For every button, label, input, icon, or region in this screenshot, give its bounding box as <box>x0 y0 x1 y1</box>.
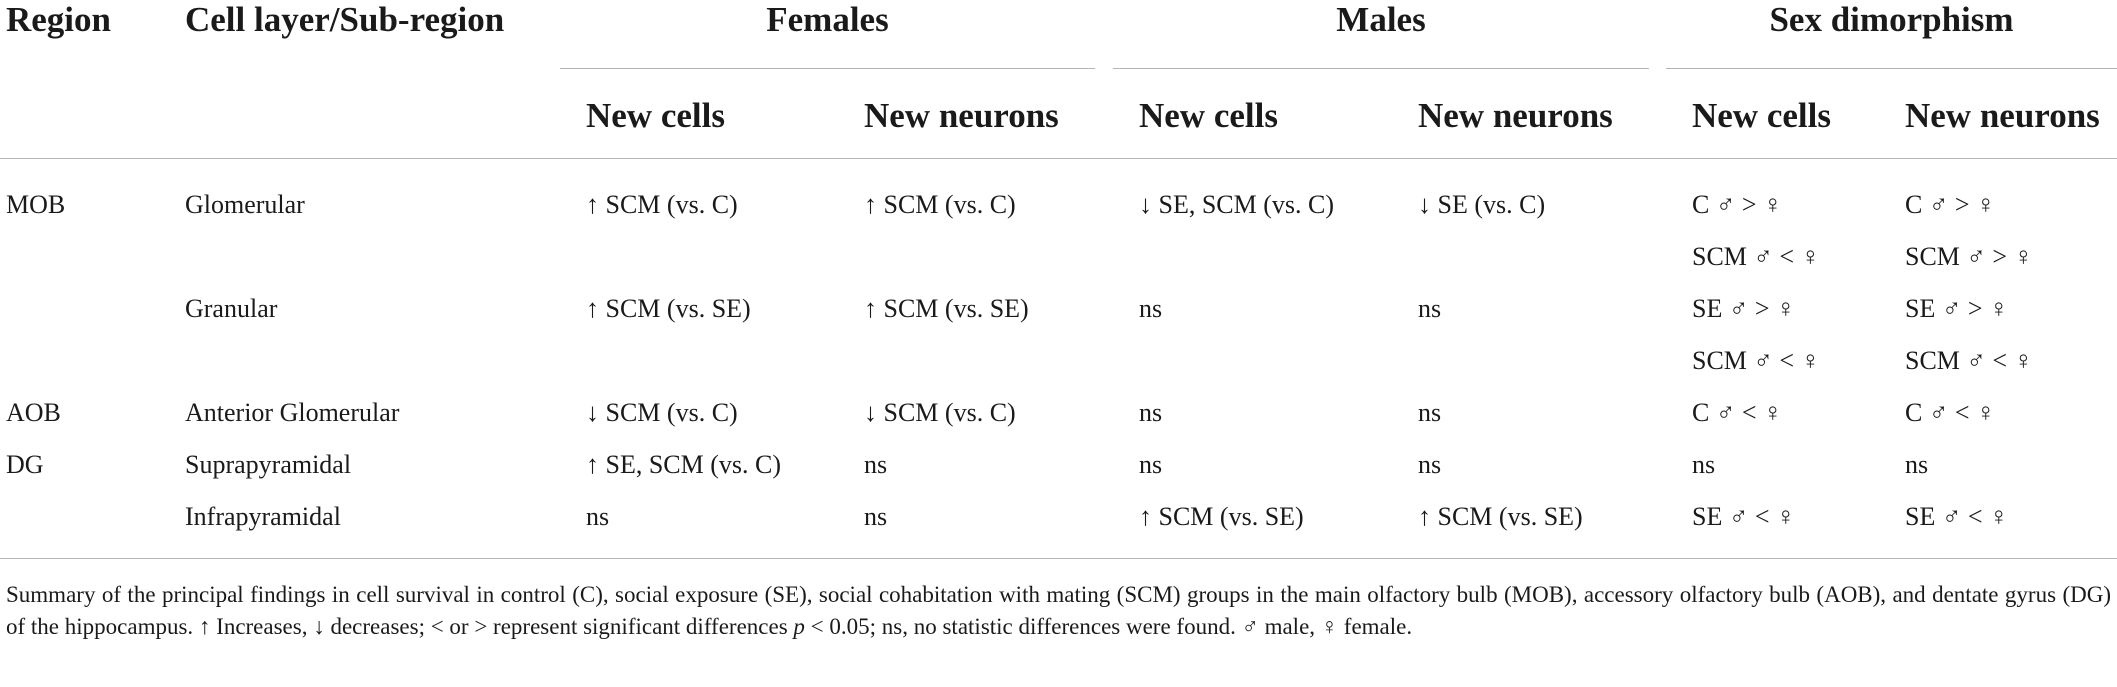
header-females-new-neurons: New neurons <box>864 96 1059 135</box>
header-males-new-cells: New cells <box>1139 96 1278 135</box>
header-rule <box>0 158 2117 159</box>
row-5-males-new-neurons: ns <box>1418 398 1442 427</box>
row-1-females-new-neurons: ↑ SCM (vs. C) <box>864 190 1016 219</box>
row-7-females-new-neurons: ns <box>864 502 888 531</box>
row-6-males-new-neurons: ns <box>1418 450 1442 479</box>
row-1-females-new-cells: ↑ SCM (vs. C) <box>586 190 738 219</box>
footnote-p-symbol: p <box>793 614 805 639</box>
row-6-females-new-cells: ↑ SE, SCM (vs. C) <box>586 450 782 479</box>
header-cell-layer: Cell layer/Sub-region <box>185 0 505 39</box>
females-rule <box>560 68 1095 69</box>
row-6-sd-new-cells: ns <box>1692 450 1716 479</box>
row-7-males-new-cells: ↑ SCM (vs. SE) <box>1139 502 1304 531</box>
row-6-males-new-cells: ns <box>1139 450 1163 479</box>
footnote-text-part1: Summary of the principal findings in cel… <box>6 582 2111 639</box>
row-5-males-new-cells: ns <box>1139 398 1163 427</box>
header-region: Region <box>6 0 111 39</box>
row-1-sd-new-neurons: C ♂ > ♀ <box>1905 190 1996 219</box>
header-males-new-neurons: New neurons <box>1418 96 1613 135</box>
row-3-males-new-cells: ns <box>1139 294 1163 323</box>
row-6-layer: Suprapyramidal <box>185 450 352 479</box>
row-3-sd-new-cells: SE ♂ > ♀ <box>1692 294 1796 323</box>
row-7-sd-new-cells: SE ♂ < ♀ <box>1692 502 1796 531</box>
row-6-sd-new-neurons: ns <box>1905 450 1929 479</box>
row-3-females-new-cells: ↑ SCM (vs. SE) <box>586 294 751 323</box>
row-1-males-new-cells: ↓ SE, SCM (vs. C) <box>1139 190 1335 219</box>
row-7-layer: Infrapyramidal <box>185 502 341 531</box>
footnote-text-part2: < 0.05; ns, no statistic differences wer… <box>804 614 1413 639</box>
header-females-new-cells: New cells <box>586 96 725 135</box>
header-males: Males <box>1336 0 1426 39</box>
row-7-males-new-neurons: ↑ SCM (vs. SE) <box>1418 502 1583 531</box>
row-4-sd-new-cells: SCM ♂ < ♀ <box>1692 346 1821 375</box>
row-1-layer: Glomerular <box>185 190 305 219</box>
row-1-males-new-neurons: ↓ SE (vs. C) <box>1418 190 1546 219</box>
table-bottom-rule <box>0 558 2117 559</box>
row-4-sd-new-neurons: SCM ♂ < ♀ <box>1905 346 2034 375</box>
header-females: Females <box>766 0 889 39</box>
row-3-females-new-neurons: ↑ SCM (vs. SE) <box>864 294 1029 323</box>
row-5-sd-new-neurons: C ♂ < ♀ <box>1905 398 1996 427</box>
males-rule <box>1113 68 1649 69</box>
row-3-layer: Granular <box>185 294 278 323</box>
row-5-females-new-neurons: ↓ SCM (vs. C) <box>864 398 1016 427</box>
sex-dimorphism-rule <box>1666 68 2117 69</box>
row-6-region: DG <box>6 450 44 479</box>
row-1-region: MOB <box>6 190 66 219</box>
header-sd-new-neurons: New neurons <box>1905 96 2100 135</box>
row-5-sd-new-cells: C ♂ < ♀ <box>1692 398 1783 427</box>
row-5-females-new-cells: ↓ SCM (vs. C) <box>586 398 738 427</box>
row-5-layer: Anterior Glomerular <box>185 398 400 427</box>
row-3-males-new-neurons: ns <box>1418 294 1442 323</box>
row-2-sd-new-neurons: SCM ♂ > ♀ <box>1905 242 2034 271</box>
header-sd-new-cells: New cells <box>1692 96 1831 135</box>
table-footnote: Summary of the principal findings in cel… <box>6 579 2111 643</box>
row-7-females-new-cells: ns <box>586 502 610 531</box>
row-5-region: AOB <box>6 398 61 427</box>
header-sex-dimorphism: Sex dimorphism <box>1769 0 2014 39</box>
row-1-sd-new-cells: C ♂ > ♀ <box>1692 190 1783 219</box>
row-3-sd-new-neurons: SE ♂ > ♀ <box>1905 294 2009 323</box>
row-2-sd-new-cells: SCM ♂ < ♀ <box>1692 242 1821 271</box>
row-7-sd-new-neurons: SE ♂ < ♀ <box>1905 502 2009 531</box>
row-6-females-new-neurons: ns <box>864 450 888 479</box>
